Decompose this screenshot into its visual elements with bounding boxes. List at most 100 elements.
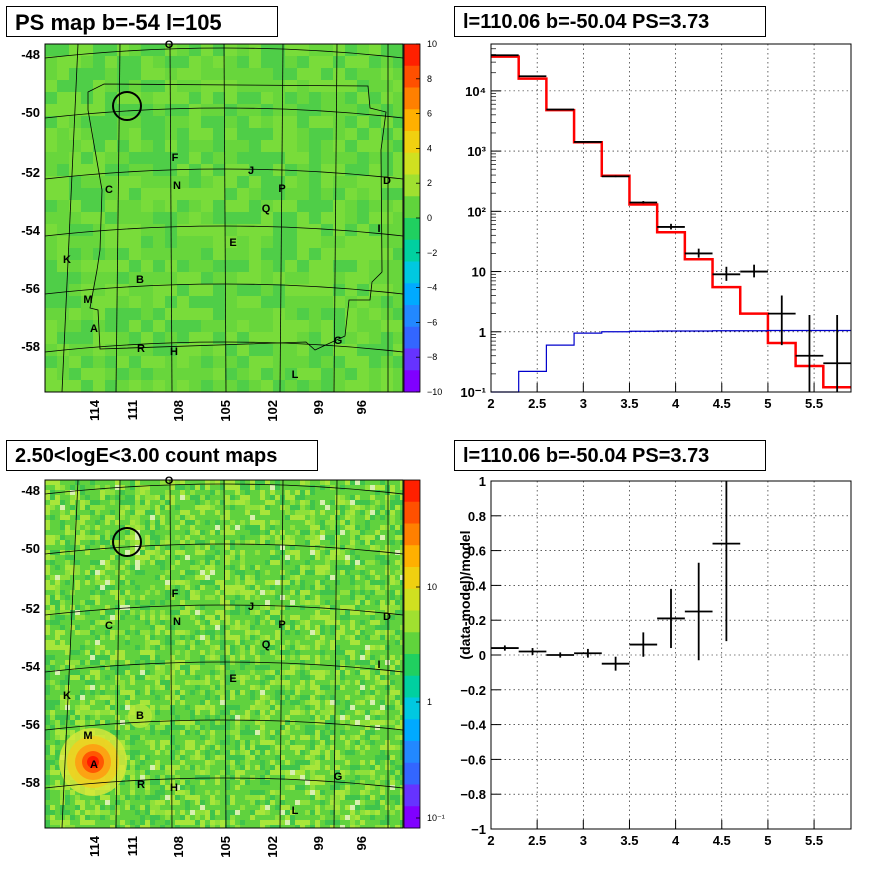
map-pixel [370,555,375,560]
map-pixel [365,585,370,590]
map-pixel [165,480,170,485]
map-pixel [175,580,180,585]
map-pixel [125,750,130,755]
map-pixel [185,520,190,525]
map-pixel [240,595,245,600]
map-pixel [145,520,150,525]
map-pixel [330,610,335,615]
map-pixel [95,510,100,515]
map-pixel [240,640,245,645]
map-pixel [65,680,70,685]
map-pixel [60,690,65,695]
lon-tick-label: 108 [171,400,186,422]
map-pixel [215,750,220,755]
map-pixel [170,720,175,725]
map-pixel [325,520,330,525]
map-pixel [69,224,81,236]
map-pixel [70,645,75,650]
map-pixel [200,520,205,525]
map-pixel [395,715,400,720]
map-pixel [205,750,210,755]
map-pixel [375,590,380,595]
map-pixel [315,750,320,755]
map-pixel [45,660,50,665]
map-pixel [345,595,350,600]
map-pixel [120,695,125,700]
map-pixel [155,685,160,690]
map-pixel [270,510,275,515]
map-pixel [215,560,220,565]
map-pixel [309,140,321,152]
map-pixel [240,750,245,755]
map-pixel [330,515,335,520]
map-pixel [45,490,50,495]
map-pixel [141,116,153,128]
map-pixel [310,685,315,690]
map-pixel [105,615,110,620]
map-pixel [395,530,400,535]
map-pixel [365,695,370,700]
map-pixel [305,690,310,695]
map-pixel [357,260,369,272]
map-pixel [249,104,261,116]
map-pixel [255,740,260,745]
map-pixel [150,595,155,600]
map-pixel [190,735,195,740]
map-pixel [310,725,315,730]
map-pixel [57,68,69,80]
map-pixel [365,605,370,610]
map-pixel [250,680,255,685]
map-pixel [100,530,105,535]
map-pixel [80,500,85,505]
map-pixel [237,368,249,380]
map-pixel [165,605,170,610]
map-pixel [273,140,285,152]
map-pixel [393,320,403,332]
map-pixel [255,650,260,655]
map-pixel [280,745,285,750]
map-pixel [100,490,105,495]
target-circle [112,91,142,121]
map-pixel [117,308,129,320]
map-pixel [140,495,145,500]
map-pixel [215,575,220,580]
map-pixel [360,540,365,545]
map-pixel [230,655,235,660]
map-pixel [335,615,340,620]
map-pixel [105,320,117,332]
map-pixel [225,510,230,515]
map-pixel [375,550,380,555]
map-pixel [190,535,195,540]
map-pixel [315,615,320,620]
map-pixel [185,540,190,545]
map-pixel [80,550,85,555]
map-pixel [155,640,160,645]
map-pixel [75,610,80,615]
map-pixel [215,600,220,605]
map-pixel [200,740,205,745]
map-pixel [165,590,170,595]
map-pixel [385,540,390,545]
map-pixel [93,164,105,176]
map-pixel [85,655,90,660]
map-pixel [115,500,120,505]
map-pixel [215,570,220,575]
map-pixel [95,625,100,630]
map-pixel [400,545,403,550]
map-pixel [200,755,205,760]
map-pixel [300,490,305,495]
map-pixel [275,545,280,550]
map-pixel [115,635,120,640]
map-pixel [270,560,275,565]
map-pixel [85,670,90,675]
map-pixel [220,530,225,535]
map-pixel [395,580,400,585]
map-pixel [90,535,95,540]
map-pixel [390,520,395,525]
map-pixel [93,104,105,116]
map-pixel [357,188,369,200]
map-pixel [297,236,309,248]
map-pixel [333,368,345,380]
map-pixel [70,620,75,625]
map-pixel [285,505,290,510]
